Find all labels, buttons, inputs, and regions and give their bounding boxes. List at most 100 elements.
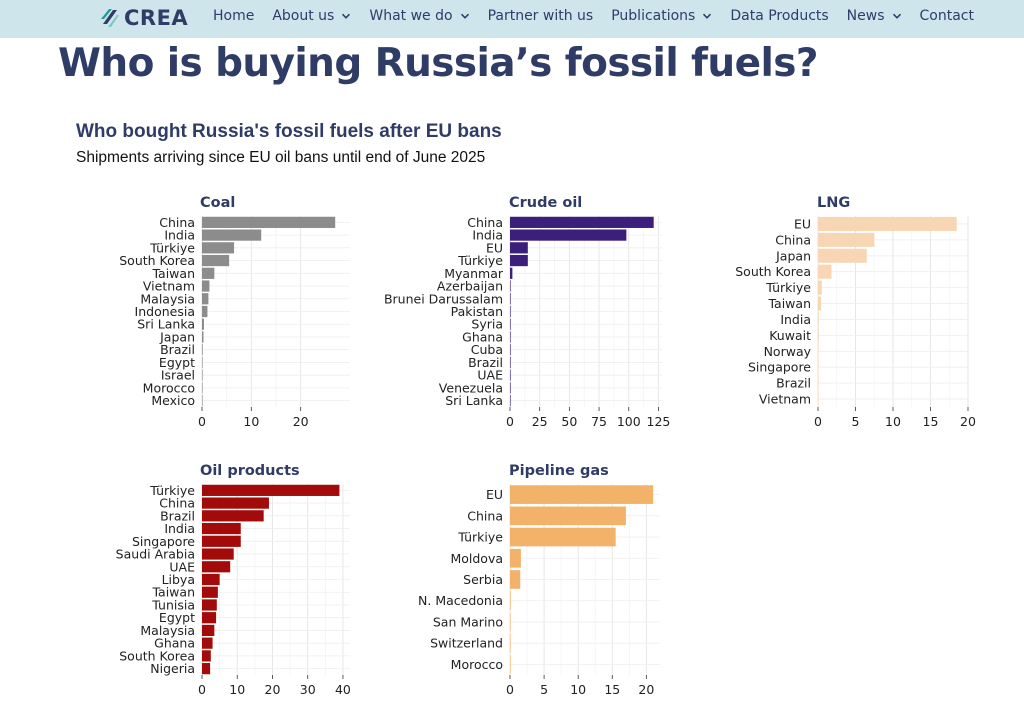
nav-item-contact[interactable]: Contact (920, 8, 974, 24)
bar (818, 264, 832, 279)
chart-title: Oil products (200, 463, 300, 479)
bar (510, 485, 654, 504)
category-label: Singapore (748, 360, 811, 375)
bar (202, 267, 215, 279)
category-label: Serbia (463, 572, 503, 587)
tick-label: 10 (570, 682, 586, 697)
bar (818, 216, 957, 231)
page-title: Who is buying Russia’s fossil fuels? (58, 41, 818, 86)
category-label: India (164, 228, 195, 243)
nav-item-publications[interactable]: Publications (611, 8, 712, 24)
tick-label: 15 (923, 414, 939, 429)
tick-label: 20 (265, 682, 281, 697)
bar (202, 561, 231, 573)
nav-item-what-we-do[interactable]: What we do (369, 8, 469, 24)
category-label: Türkiye (457, 530, 503, 545)
bar (510, 356, 511, 369)
nav-item-news[interactable]: News (847, 8, 902, 24)
category-label: Switzerland (430, 636, 503, 651)
bar (202, 344, 203, 356)
category-label: Indonesia (135, 304, 195, 319)
bar (202, 510, 264, 522)
nav-item-about-us[interactable]: About us (272, 8, 351, 24)
tick-label: 5 (540, 682, 548, 697)
bar (202, 586, 218, 598)
tick-label: 30 (300, 682, 316, 697)
category-label: Türkiye (149, 240, 195, 255)
bar (818, 280, 822, 295)
category-label: Venezuela (439, 380, 503, 395)
bar (818, 232, 875, 247)
main-nav: Home About us What we do Partner with us Pub… (204, 0, 983, 32)
bar (510, 229, 627, 241)
category-label: China (467, 215, 503, 230)
figure-subtitle: Shipments arriving since EU oil bans unt… (76, 149, 486, 166)
category-label: Vietnam (143, 279, 195, 294)
bar (202, 318, 204, 330)
category-label: Malaysia (140, 291, 195, 306)
category-label: Mexico (151, 393, 195, 408)
nav-item-label: News (846, 8, 885, 24)
tick-label: 15 (604, 682, 620, 697)
category-label: Japan (159, 329, 195, 344)
nav-item-label: Home (213, 8, 255, 24)
nav-item-data-products[interactable]: Data Products (730, 8, 828, 24)
category-label: Morocco (451, 657, 503, 672)
category-label: Egypt (159, 355, 195, 370)
nav-item-label: Data Products (730, 8, 829, 24)
category-label: UAE (169, 559, 195, 574)
nav-item-partner-with-us[interactable]: Partner with us (488, 8, 594, 24)
category-label: Singapore (132, 534, 195, 549)
bar (818, 328, 819, 343)
category-label: EU (794, 216, 811, 231)
category-label: EU (486, 487, 503, 502)
bar (202, 484, 340, 496)
category-label: India (472, 228, 503, 243)
bar (202, 599, 217, 611)
tick-label: 20 (638, 682, 654, 697)
category-label: China (159, 496, 195, 511)
bar (202, 242, 235, 254)
bar (510, 293, 511, 305)
bar (510, 331, 511, 343)
tick-label: 75 (591, 414, 607, 429)
bar (202, 650, 211, 662)
tick-label: 0 (506, 414, 514, 429)
bar (510, 318, 511, 330)
tick-label: 20 (960, 414, 976, 429)
category-label: Japan (775, 248, 811, 263)
category-label: India (164, 521, 195, 536)
category-label: South Korea (119, 253, 195, 268)
bar (202, 293, 209, 305)
navbar: CREA Home About us What we do Partner with … (0, 0, 1024, 38)
chart-title: Pipeline gas (509, 463, 609, 479)
category-label: N. Macedonia (418, 593, 503, 608)
bar (202, 369, 203, 381)
nav-item-home[interactable]: Home (213, 8, 254, 24)
tick-label: 20 (293, 414, 309, 429)
category-label: Türkiye (765, 280, 811, 295)
crea-leaf-icon (101, 9, 119, 27)
nav-item-label: Partner with us (487, 8, 594, 24)
bar (818, 296, 821, 311)
bar (510, 369, 511, 381)
tick-label: 100 (617, 414, 641, 429)
category-label: Syria (471, 317, 503, 332)
category-label: India (780, 312, 811, 327)
bar (510, 506, 626, 526)
crea-logo[interactable]: CREA (98, 4, 188, 32)
bar (510, 267, 513, 279)
bar (202, 522, 241, 535)
tick-label: 40 (335, 682, 351, 697)
bar (510, 591, 511, 611)
category-label: Taiwan (151, 266, 195, 281)
category-label: South Korea (735, 264, 811, 279)
bar (202, 573, 220, 586)
category-label: Azerbaijan (437, 279, 503, 294)
category-label: China (159, 215, 195, 230)
bar (510, 570, 521, 589)
nav-item-label: Publications (611, 8, 696, 24)
bar (510, 344, 511, 356)
